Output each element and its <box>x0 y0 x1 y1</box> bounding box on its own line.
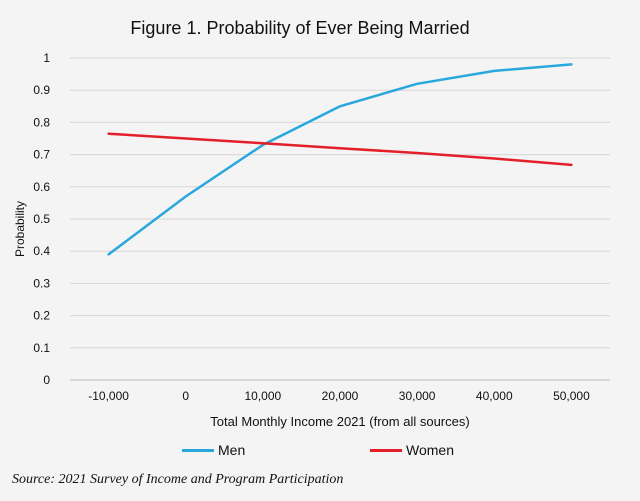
y-tick-label: 0 <box>43 373 50 387</box>
legend-item-men: Men <box>182 442 245 458</box>
legend-swatch-men <box>182 448 214 452</box>
legend-label-women: Women <box>406 442 454 458</box>
x-tick-label: 50,000 <box>553 389 590 403</box>
y-tick-label: 1 <box>43 51 50 65</box>
y-tick-label: 0.8 <box>33 115 50 129</box>
y-tick-label: 0.2 <box>33 309 50 323</box>
x-tick-label: 40,000 <box>476 389 513 403</box>
y-tick-label: 0.5 <box>33 212 50 226</box>
chart-title: Figure 1. Probability of Ever Being Marr… <box>130 18 470 38</box>
x-tick-label: -10,000 <box>88 389 129 403</box>
y-tick-label: 0.4 <box>33 244 50 258</box>
source-note: Source: 2021 Survey of Income and Progra… <box>12 472 344 487</box>
legend-item-women: Women <box>370 442 454 458</box>
y-tick-label: 0.1 <box>33 341 50 355</box>
series-line-women <box>107 132 573 167</box>
x-axis-label: Total Monthly Income 2021 (from all sour… <box>210 414 470 429</box>
y-tick-label: 0.6 <box>33 180 50 194</box>
series-line-men <box>107 63 573 256</box>
plot-area: 0 0.1 0.2 0.3 0.4 0.5 0.6 0.7 0.8 0.9 1 -10,000 0 10… <box>33 51 610 403</box>
y-tick-label: 0.7 <box>33 148 50 162</box>
legend-swatch-women <box>370 448 402 452</box>
y-tick-label: 0.3 <box>33 276 50 290</box>
x-tick-label: 10,000 <box>245 389 282 403</box>
x-tick-label: 20,000 <box>322 389 359 403</box>
legend: Men Women <box>0 442 640 462</box>
x-tick-label: 0 <box>182 389 189 403</box>
x-tick-label: 30,000 <box>399 389 436 403</box>
y-tick-label: 0.9 <box>33 83 50 97</box>
legend-label-men: Men <box>218 442 246 458</box>
